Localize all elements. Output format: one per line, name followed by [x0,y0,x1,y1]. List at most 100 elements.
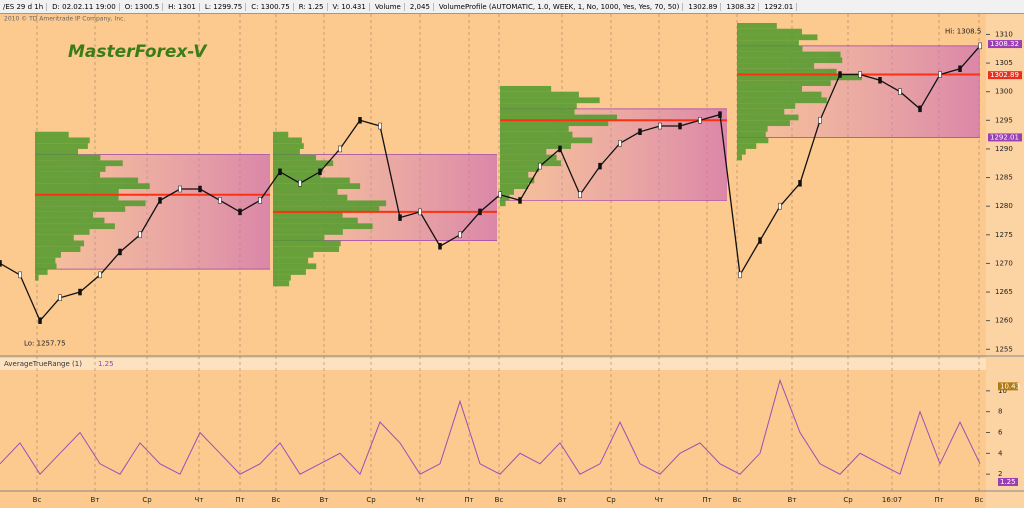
profile-bar [737,85,803,92]
price-candle [438,242,442,250]
profile-bar [737,63,815,69]
price-candle [0,260,2,267]
price-candle [478,208,482,216]
profile-bar [737,126,768,132]
price-candle [618,139,622,147]
price-candle [898,88,902,95]
profile-bar [35,257,56,264]
header-item: 1308.32 [723,2,760,11]
price-candle [178,185,182,193]
time-label: Пт [702,496,711,504]
time-label: Ср [606,496,616,504]
y-tick-label: 1260 [995,317,1013,325]
profile-bar [500,177,535,184]
price-candle [58,294,62,302]
header-item: R: 1.25 [296,2,328,11]
profile-bar [35,246,81,252]
atr-tick-label: 4 [998,449,1003,457]
profile-bar [273,246,340,252]
price-candle [878,76,882,84]
price-candle [638,128,642,136]
y-tick-label: 1275 [995,231,1013,239]
header-item: 1302.89 [685,2,722,11]
atr-marker-label: 10.43 [1000,382,1020,390]
profile-bar [273,257,309,264]
profile-bar [737,34,818,41]
profile-bar [273,171,321,178]
y-tick-label: 1255 [995,345,1013,353]
profile-bar [273,177,350,184]
profile-bar [737,97,827,104]
time-label: Пт [235,496,244,504]
header-item: /ES 29 d 1h [0,2,48,11]
profile-bar [500,120,609,127]
profile-bar [273,211,343,218]
header-item: C: 1300.75 [248,2,294,11]
profile-bar [737,80,831,86]
price-candle [738,271,742,279]
profile-bar [35,137,90,144]
profile-bar [273,189,338,195]
price-candle [918,105,922,113]
price-candle [158,197,162,204]
profile-bar [500,183,528,189]
profile-bar [273,166,323,172]
y-tick-label: 1280 [995,202,1013,210]
time-label: 16:07 [882,496,902,504]
price-candle [238,208,242,216]
profile-bar [500,143,571,149]
atr-marker [998,477,1018,486]
profile-bar [35,206,126,212]
price-candle [298,180,302,187]
profile-bar [273,229,343,235]
profile-bar [35,166,106,172]
profile-bar [273,263,317,270]
price-marker-label: 1302.89 [990,71,1019,79]
atr-tick-label: 8 [998,408,1002,416]
y-tick-label: 1300 [995,88,1013,96]
profile-bar [500,194,510,201]
profile-bar [737,143,757,149]
copyright: 2010 © TD Ameritrade IP Company, Inc. [4,16,125,23]
profile-bar [273,137,302,144]
time-label: Вс [33,496,42,504]
time-label: Вт [320,496,329,504]
profile-bar [35,183,150,189]
header-item: O: 1300.5 [122,2,164,11]
profile-bar [737,28,802,35]
price-marker-label: 1292.01 [990,133,1019,141]
time-label: Вт [558,496,567,504]
profile-bar [500,137,593,144]
profile-bar [273,206,380,212]
profile-bar [35,269,48,275]
profile-bar [737,131,766,138]
time-label: Вс [975,496,984,504]
profile-bar [737,40,799,46]
y-tick-label: 1285 [995,174,1013,182]
price-marker [988,40,1022,49]
price-candle [38,317,42,324]
profile-bar [35,194,119,201]
profile-bar [500,131,573,138]
header-item: V: 10.431 [330,2,370,11]
price-candle [698,117,702,124]
profile-bar [273,217,358,224]
time-label: Вс [733,496,742,504]
atr-tick-label: 10 [998,387,1007,395]
y-tick-label: 1265 [995,288,1013,296]
price-candle [818,117,822,124]
profile-bar [273,194,348,201]
time-label: Чт [195,496,204,504]
price-candle [418,208,422,216]
price-candle [138,231,142,239]
price-candle [938,71,942,78]
profile-bar [737,23,777,29]
profile-bar [500,91,579,98]
profile-bar [35,251,61,258]
price-candle [978,42,982,50]
price-candle [218,197,222,204]
time-label: Ср [142,496,152,504]
profile-bar [273,200,387,207]
atr-current: 1.25 [98,360,114,368]
